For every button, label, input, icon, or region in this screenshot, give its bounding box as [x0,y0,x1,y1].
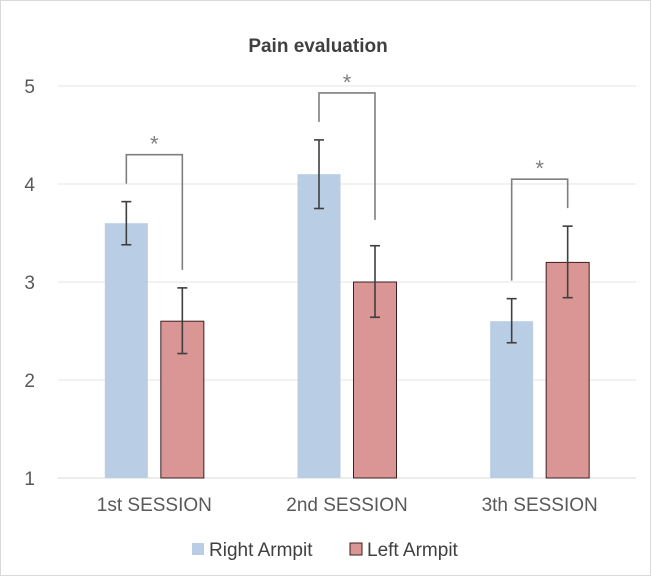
x-category-label: 1st SESSION [97,495,212,516]
bar-right-armpit [490,321,534,478]
significance-brackets: * * * [125,70,569,281]
bars [104,174,590,479]
legend-label-right-armpit: Right Armpit [209,540,313,561]
legend-swatch-left-armpit [349,542,363,556]
error-bars [121,139,573,355]
y-tick-label: 2 [24,371,35,392]
y-tick-label: 3 [24,273,35,294]
bar-left-armpit [160,320,205,479]
x-axis-categories: 1st SESSION 2nd SESSION 3th SESSION [97,495,598,516]
significance-bracket [510,178,569,281]
y-tick-label: 5 [24,77,35,98]
chart-title: Pain evaluation [248,36,387,57]
bar-right-armpit [104,223,148,478]
significance-bracket [125,153,184,270]
legend-label-left-armpit: Left Armpit [367,540,459,561]
significance-star: * [150,132,159,157]
y-tick-label: 4 [24,175,35,196]
significance-star: * [535,156,544,181]
gridlines [58,85,636,479]
y-axis-ticks: 1 2 3 4 5 [24,77,35,490]
legend: Right Armpit Left Armpit [192,540,459,561]
y-tick-label: 1 [24,469,35,490]
legend-swatch-right-armpit [192,543,204,555]
significance-star: * [343,70,352,95]
x-category-label: 2nd SESSION [286,495,407,516]
x-category-label: 3th SESSION [482,495,598,516]
bar-right-armpit [297,174,341,478]
significance-bracket [318,92,376,220]
